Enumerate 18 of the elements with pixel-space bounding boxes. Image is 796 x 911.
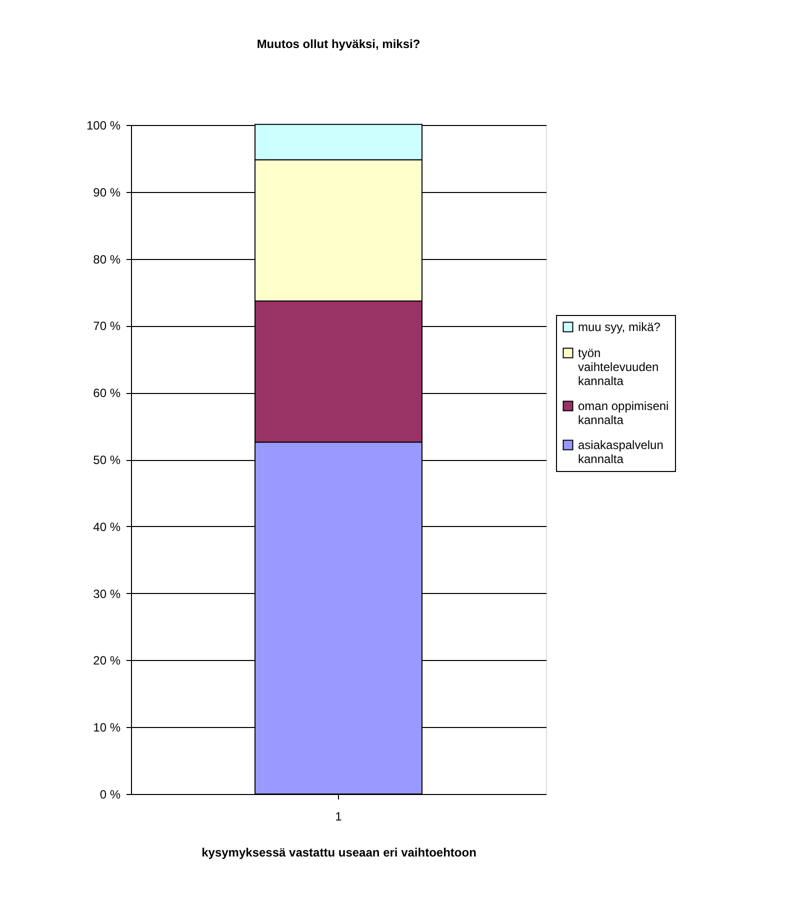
legend-label: muu syy, mikä? (578, 320, 661, 334)
chart-title: Muutos ollut hyväksi, miksi? (256, 37, 420, 51)
y-tick-label: 90 % (93, 185, 121, 200)
y-tick-label: 50 % (93, 453, 121, 467)
y-tick-label: 80 % (93, 252, 121, 266)
legend-label: oman oppimiseni kannalta (578, 399, 669, 427)
y-tick-label: 70 % (93, 319, 121, 334)
x-tick-label: 1 (335, 810, 342, 824)
y-tick-label: 0 % (100, 788, 121, 802)
y-tick-label: 20 % (93, 654, 121, 668)
y-tick-label: 30 % (93, 586, 121, 601)
legend-label: asiakaspalvelun kannalta (578, 438, 664, 466)
y-tick-label: 40 % (93, 520, 121, 534)
y-tick-label: 100 % (86, 118, 121, 132)
y-tick-label: 10 % (93, 720, 121, 735)
legend-label: työn vaihtelevuuden kannalta (578, 346, 659, 388)
y-tick-label: 60 % (93, 386, 121, 400)
x-axis-title: kysymyksessä vastattu useaan eri vaihtoehtoon (202, 846, 476, 860)
